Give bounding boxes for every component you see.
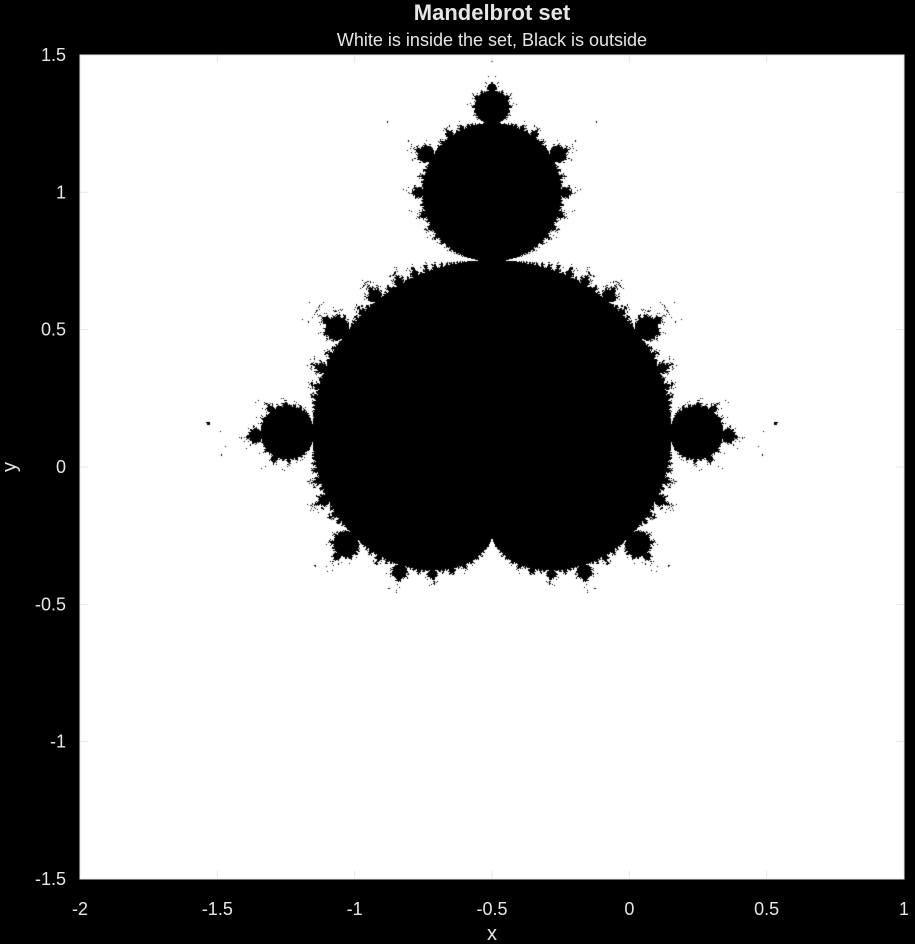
y-tick-label: 0.5 (41, 320, 66, 340)
y-tick-label: -0.5 (35, 594, 66, 614)
x-axis-ticks: -2 -1.5 -1 -0.5 0 0.5 1 (72, 55, 909, 919)
y-tick-label: 1 (56, 182, 66, 202)
y-axis-ticks: 1.5 1 0.5 0 -0.5 -1 -1.5 (35, 45, 904, 889)
mandelbrot-raster (80, 55, 904, 879)
x-tick-label: 0.5 (754, 899, 779, 919)
x-tick-label: -1 (347, 899, 363, 919)
y-axis-label: y (0, 462, 21, 472)
plot-area (80, 55, 904, 879)
x-tick-label: -2 (72, 899, 88, 919)
chart-title: Mandelbrot set (414, 0, 571, 25)
x-tick-label: 0 (624, 899, 634, 919)
x-tick-label: 1 (899, 899, 909, 919)
x-tick-label: -0.5 (476, 899, 507, 919)
chart-subtitle: White is inside the set, Black is outsid… (337, 30, 647, 50)
y-tick-label: 1.5 (41, 45, 66, 65)
y-tick-label: -1 (50, 732, 66, 752)
x-axis-label: x (487, 923, 497, 944)
x-tick-label: -1.5 (202, 899, 233, 919)
y-tick-label: -1.5 (35, 869, 66, 889)
y-tick-label: 0 (56, 457, 66, 477)
